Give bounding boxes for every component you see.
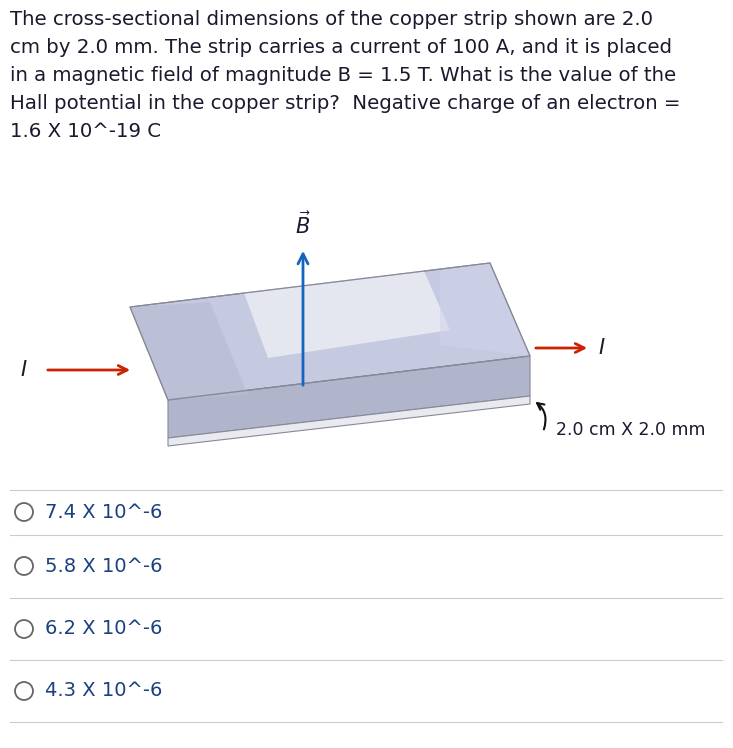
Polygon shape [168, 356, 530, 438]
Text: The cross-sectional dimensions of the copper strip shown are 2.0
cm by 2.0 mm. T: The cross-sectional dimensions of the co… [10, 10, 680, 141]
Circle shape [15, 503, 33, 521]
Circle shape [15, 682, 33, 700]
Text: $\it{I}$: $\it{I}$ [598, 338, 605, 358]
Polygon shape [240, 262, 450, 358]
FancyArrowPatch shape [537, 403, 545, 429]
Text: 5.8 X 10^-6: 5.8 X 10^-6 [45, 557, 163, 575]
Polygon shape [440, 263, 530, 356]
Text: 7.4 X 10^-6: 7.4 X 10^-6 [45, 503, 163, 521]
Text: $\it{I}$: $\it{I}$ [20, 360, 28, 380]
Circle shape [15, 620, 33, 638]
Text: 6.2 X 10^-6: 6.2 X 10^-6 [45, 619, 163, 639]
Circle shape [15, 557, 33, 575]
Polygon shape [130, 263, 530, 400]
Polygon shape [130, 302, 248, 400]
Text: 2.0 cm X 2.0 mm: 2.0 cm X 2.0 mm [556, 421, 705, 439]
Text: 4.3 X 10^-6: 4.3 X 10^-6 [45, 681, 163, 700]
Polygon shape [168, 396, 530, 446]
Text: $\vec{B}$: $\vec{B}$ [295, 211, 311, 238]
